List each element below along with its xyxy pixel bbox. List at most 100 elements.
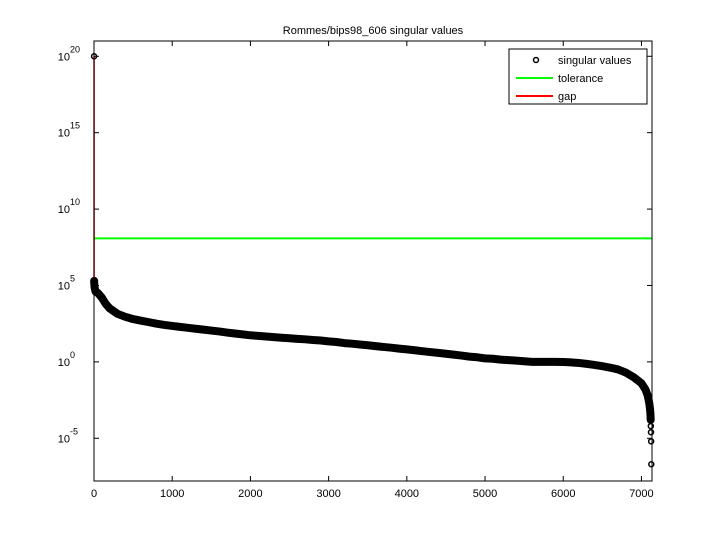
singular-value-point (647, 416, 654, 424)
singular-value-point (192, 325, 199, 332)
singular-value-point (583, 360, 590, 368)
singular-value-point (286, 335, 293, 342)
y-tick-label-exponent: 15 (70, 121, 80, 131)
chart-title: Rommes/bips98_606 singular values (283, 25, 464, 37)
singular-value-point (294, 335, 301, 343)
singular-value-point (317, 337, 325, 344)
singular-value-point (647, 422, 655, 430)
singular-value-point (122, 313, 129, 321)
singular-value-point (364, 341, 371, 349)
singular-value-point (223, 329, 231, 336)
singular-value-point (301, 336, 309, 343)
y-tick-label-base: 10 (58, 51, 70, 63)
y-tick-label-exponent: 10 (70, 197, 80, 207)
singular-value-point (278, 334, 285, 341)
singular-value-point (536, 358, 544, 366)
legend-marker-singular-values (532, 56, 540, 64)
singular-value-point (161, 321, 168, 329)
singular-value-point (630, 373, 637, 381)
singular-value-point (91, 285, 99, 292)
singular-value-point (395, 345, 403, 352)
legend-label-gap: gap (558, 91, 576, 103)
singular-value-point (481, 355, 489, 362)
singular-value-point (215, 328, 223, 335)
y-tick-label-exponent: 0 (70, 350, 75, 360)
singular-value-point (606, 364, 614, 371)
singular-value-point (208, 327, 215, 334)
singular-value-point (341, 339, 348, 347)
x-tick-label: 2000 (238, 488, 262, 500)
singular-value-point (145, 318, 152, 326)
y-tick-label-base: 10 (58, 433, 70, 445)
singular-value-point (434, 349, 442, 357)
x-tick-label: 4000 (395, 488, 419, 500)
singular-value-point (559, 358, 567, 366)
legend-box (508, 48, 648, 105)
singular-value-point (644, 392, 651, 399)
singular-value-point (247, 332, 254, 339)
singular-value-point (176, 323, 184, 331)
singular-value-point (528, 358, 536, 366)
singular-value-point (106, 305, 113, 312)
singular-value-point (102, 300, 109, 308)
singular-value-point (552, 358, 559, 366)
singular-value-point (231, 330, 239, 337)
singular-values-band (90, 276, 655, 424)
singular-value-point (137, 317, 145, 324)
y-tick-label-base: 10 (58, 280, 70, 292)
legend-label-tolerance: tolerance (558, 73, 603, 85)
singular-value-point (513, 357, 520, 364)
singular-value-point (473, 354, 481, 361)
singular-value-point (642, 386, 649, 393)
singular-value-point (168, 322, 176, 330)
y-tick-label-base: 10 (58, 128, 70, 140)
singular-value-point (497, 356, 504, 363)
singular-value-point (309, 336, 317, 344)
singular-value-point (591, 361, 598, 369)
singular-value-point (333, 338, 340, 346)
singular-value-point (153, 320, 160, 327)
singular-value-point (520, 357, 528, 365)
plot-area (90, 53, 655, 468)
singular-value-point (403, 346, 411, 353)
singular-value-point (458, 352, 465, 359)
singular-value-point (466, 353, 473, 360)
axes-box (93, 40, 653, 482)
singular-value-point (419, 347, 426, 355)
singular-value-point (98, 294, 106, 301)
x-tick-label: 7000 (629, 488, 653, 500)
singular-value-point (380, 343, 387, 351)
singular-value-point (411, 346, 418, 354)
singular-value-point (94, 289, 102, 297)
singular-value-point (450, 351, 457, 358)
axis-ticks: 0 1000 2000 3000 4000 5000 6000 700010-51001051… (58, 41, 654, 500)
singular-value-point (270, 333, 278, 341)
y-tick-label-base: 10 (58, 357, 70, 369)
x-tick-label: 6000 (551, 488, 575, 500)
singular-value-point (325, 338, 332, 345)
singular-value-point (356, 341, 364, 348)
singular-value-point (239, 331, 246, 338)
singular-value-point (622, 369, 630, 376)
singular-value-point (575, 359, 583, 367)
singular-value-point (647, 438, 655, 445)
y-tick-label-base: 10 (58, 204, 70, 216)
y-tick-label-exponent: -5 (70, 426, 78, 436)
singular-value-point (614, 366, 622, 373)
x-tick-label: 3000 (316, 488, 340, 500)
singular-value-point (648, 460, 655, 468)
x-tick-label: 1000 (160, 488, 184, 500)
legend-label-singular-values: singular values (558, 55, 632, 67)
singular-value-point (387, 344, 395, 351)
singular-value-point (372, 342, 379, 350)
y-tick-label-exponent: 5 (70, 273, 75, 283)
singular-value-point (544, 358, 551, 366)
singular-value-point (647, 410, 654, 418)
x-tick-label: 0 (91, 488, 97, 500)
singular-value-point (427, 348, 434, 356)
singular-value-point (262, 333, 270, 340)
legend: singular values tolerance gap (508, 48, 648, 105)
singular-value-point (599, 362, 606, 370)
singular-value-point (647, 428, 655, 436)
